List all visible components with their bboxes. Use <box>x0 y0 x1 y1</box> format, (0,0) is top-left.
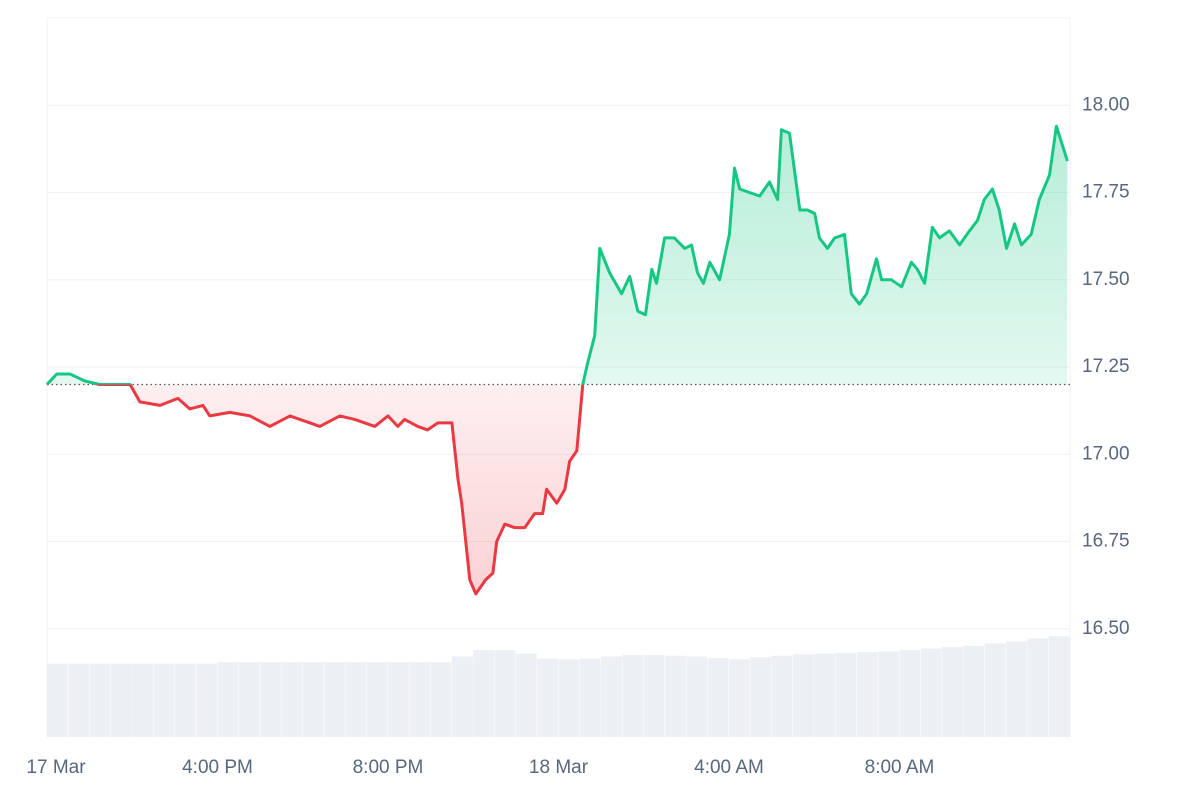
price-line <box>45 124 1069 596</box>
volume-bar <box>238 662 260 737</box>
volume-bar <box>707 657 729 737</box>
volume-bar <box>430 662 452 737</box>
volume-bar <box>302 662 324 737</box>
volume-bar <box>153 663 175 737</box>
volume-bar <box>579 658 601 737</box>
volume-bar <box>196 663 217 737</box>
volume-bar <box>963 645 985 737</box>
volume-bar <box>260 662 281 737</box>
volume-bar <box>1048 636 1070 737</box>
volume-bar <box>537 658 558 737</box>
volume-bar <box>366 662 388 737</box>
volume-bar <box>665 655 686 737</box>
volume-bar <box>835 652 857 737</box>
area <box>47 126 1068 594</box>
x-tick-label: 8:00 AM <box>865 757 935 778</box>
y-tick-label: 17.50 <box>1082 269 1130 290</box>
volume-bar <box>750 657 772 737</box>
volume-bar <box>729 659 750 737</box>
volume-bar <box>409 662 431 737</box>
x-tick-label: 8:00 PM <box>353 757 424 778</box>
volume-bar <box>814 653 836 737</box>
x-tick-label: 18 Mar <box>529 757 589 778</box>
volume-bar <box>856 652 878 737</box>
volume-bar <box>558 659 580 737</box>
volume-bar <box>494 650 516 737</box>
y-tick-label: 17.00 <box>1082 443 1130 464</box>
volume-bar <box>473 650 495 737</box>
volume-bar <box>515 653 537 737</box>
y-tick-label: 17.25 <box>1082 356 1130 377</box>
volume-bar <box>920 648 942 737</box>
volume-bar <box>622 655 644 737</box>
volume-bar <box>878 651 899 737</box>
x-tick-label: 4:00 PM <box>182 757 253 778</box>
volume-bar <box>643 655 665 737</box>
volume-bar <box>601 656 622 737</box>
volume-bar <box>792 654 814 737</box>
volume-bar <box>174 663 196 737</box>
volume-bar <box>1027 638 1049 737</box>
volume-bar <box>217 662 239 737</box>
volume-bar <box>686 656 708 737</box>
y-tick-label: 18.00 <box>1082 94 1130 115</box>
volume-bar <box>771 655 793 737</box>
volume-bar <box>110 663 132 737</box>
volume-bar <box>984 643 1006 737</box>
y-tick-label: 16.75 <box>1082 531 1130 552</box>
volume-bar <box>89 663 111 737</box>
x-tick-label: 4:00 AM <box>694 757 764 778</box>
volume-bar <box>1006 641 1027 737</box>
y-tick-label: 16.50 <box>1082 618 1130 639</box>
volume-bar <box>899 650 921 737</box>
y-tick-label: 17.75 <box>1082 182 1130 203</box>
volume-bar <box>68 663 90 737</box>
volume-bar <box>281 662 303 737</box>
volume-bar <box>942 647 963 737</box>
volume-bar <box>388 662 409 737</box>
volume-bar <box>451 656 473 737</box>
volume-bar <box>345 662 367 737</box>
volume-bar <box>47 663 68 737</box>
volume-bar <box>132 663 154 737</box>
x-tick-label: 17 Mar <box>26 757 86 778</box>
volume-bar <box>324 662 345 737</box>
